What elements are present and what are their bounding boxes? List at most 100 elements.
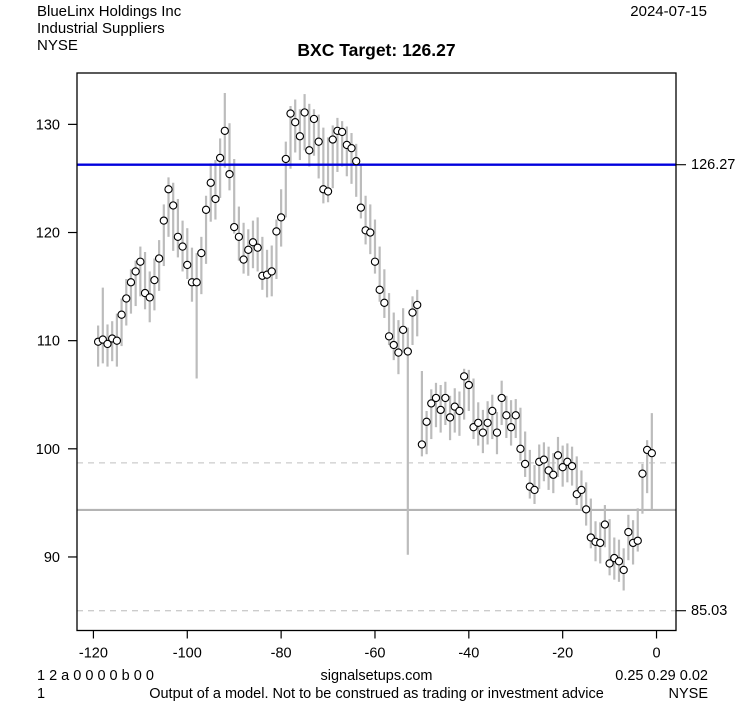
- disclaimer-text: Output of a model. Not to be construed a…: [149, 686, 604, 702]
- close-marker: [239, 255, 248, 264]
- y-tick-label: 100: [36, 442, 60, 458]
- close-marker: [502, 411, 511, 420]
- close-marker: [530, 485, 539, 495]
- close-marker: [511, 411, 520, 420]
- close-marker: [633, 536, 642, 545]
- x-tick-label: -100: [173, 646, 202, 662]
- close-marker: [309, 114, 319, 124]
- close-marker: [520, 459, 530, 469]
- close-marker: [581, 505, 591, 514]
- close-marker: [577, 485, 586, 495]
- close-marker: [150, 275, 159, 285]
- plot-box: [76, 72, 677, 632]
- close-marker: [506, 423, 516, 432]
- close-marker: [638, 469, 647, 478]
- y-tick-label: 110: [37, 334, 60, 350]
- footer-row-1: 1 2 a 0 0 0 0 b 0 0 signalsetups.com 0.2…: [0, 668, 753, 685]
- close-marker: [295, 132, 305, 141]
- close-marker: [230, 222, 239, 232]
- close-marker: [422, 417, 431, 426]
- close-marker: [441, 393, 450, 403]
- lower-level-label: 85.03: [691, 603, 728, 619]
- close-marker: [136, 257, 145, 266]
- close-marker: [596, 538, 605, 548]
- close-marker: [131, 267, 140, 276]
- y-tick-label: 90: [44, 550, 60, 566]
- x-tick-label: 0: [652, 646, 660, 662]
- close-marker: [286, 109, 295, 118]
- close-marker: [164, 185, 173, 194]
- close-marker: [201, 205, 211, 214]
- close-marker: [305, 146, 314, 155]
- x-tick-label: -40: [458, 646, 479, 662]
- close-marker: [173, 232, 183, 241]
- close-marker: [112, 336, 122, 345]
- close-marker: [352, 156, 361, 166]
- report-date: 2024-07-15: [630, 3, 707, 20]
- x-tick-label: -20: [552, 646, 573, 662]
- close-marker: [394, 348, 403, 357]
- close-marker: [497, 393, 506, 403]
- close-marker: [516, 444, 525, 453]
- header-block: BlueLinx Holdings Inc Industrial Supplie…: [37, 3, 181, 54]
- close-marker: [464, 380, 473, 390]
- close-marker: [549, 470, 558, 479]
- close-marker: [553, 451, 563, 460]
- close-marker: [488, 406, 497, 416]
- close-marker: [220, 126, 229, 136]
- close-marker: [647, 448, 656, 458]
- close-marker: [417, 440, 427, 449]
- close-marker: [206, 178, 215, 187]
- exchange-name: NYSE: [37, 37, 78, 54]
- close-marker: [183, 260, 192, 270]
- close-marker: [567, 461, 577, 471]
- close-marker: [605, 559, 614, 568]
- close-marker: [215, 153, 225, 163]
- close-marker: [427, 399, 436, 408]
- close-marker: [126, 278, 136, 287]
- site-link[interactable]: signalsetups.com: [320, 668, 433, 684]
- close-marker: [169, 201, 178, 210]
- close-marker: [291, 118, 300, 127]
- close-marker: [356, 203, 366, 212]
- company-name: BlueLinx Holdings Inc: [37, 3, 182, 20]
- close-marker: [483, 418, 492, 428]
- close-marker: [122, 294, 131, 303]
- close-marker: [539, 455, 549, 464]
- close-marker: [370, 257, 380, 266]
- close-marker: [178, 242, 187, 251]
- close-marker: [347, 144, 356, 153]
- close-marker: [272, 227, 281, 236]
- close-marker: [328, 135, 337, 144]
- close-marker: [384, 332, 394, 341]
- close-marker: [614, 557, 624, 566]
- close-marker: [267, 267, 276, 276]
- close-marker: [244, 245, 253, 254]
- model-id: 1: [37, 686, 46, 702]
- close-marker: [154, 254, 164, 263]
- close-marker: [276, 213, 286, 222]
- close-marker: [366, 228, 375, 237]
- close-marker: [281, 154, 290, 164]
- close-marker: [253, 243, 262, 252]
- close-marker: [380, 298, 389, 307]
- close-marker: [459, 372, 469, 381]
- close-marker: [117, 310, 126, 319]
- close-marker: [403, 347, 412, 356]
- target-level-label: 126.27: [691, 157, 736, 173]
- model-flags: 1 2 a 0 0 0 0 b 0 0: [37, 668, 154, 684]
- close-marker: [445, 413, 455, 422]
- x-tick-label: -80: [271, 646, 292, 662]
- close-marker: [145, 293, 154, 302]
- x-tick-label: -60: [364, 646, 385, 662]
- y-tick-label: 120: [36, 226, 60, 242]
- close-marker: [408, 308, 417, 317]
- close-marker: [455, 406, 464, 416]
- close-marker: [234, 232, 244, 241]
- close-marker: [413, 300, 422, 310]
- close-marker: [431, 393, 441, 403]
- footer-row-2: 1 Output of a model. Not to be construed…: [0, 686, 753, 703]
- close-marker: [197, 248, 206, 258]
